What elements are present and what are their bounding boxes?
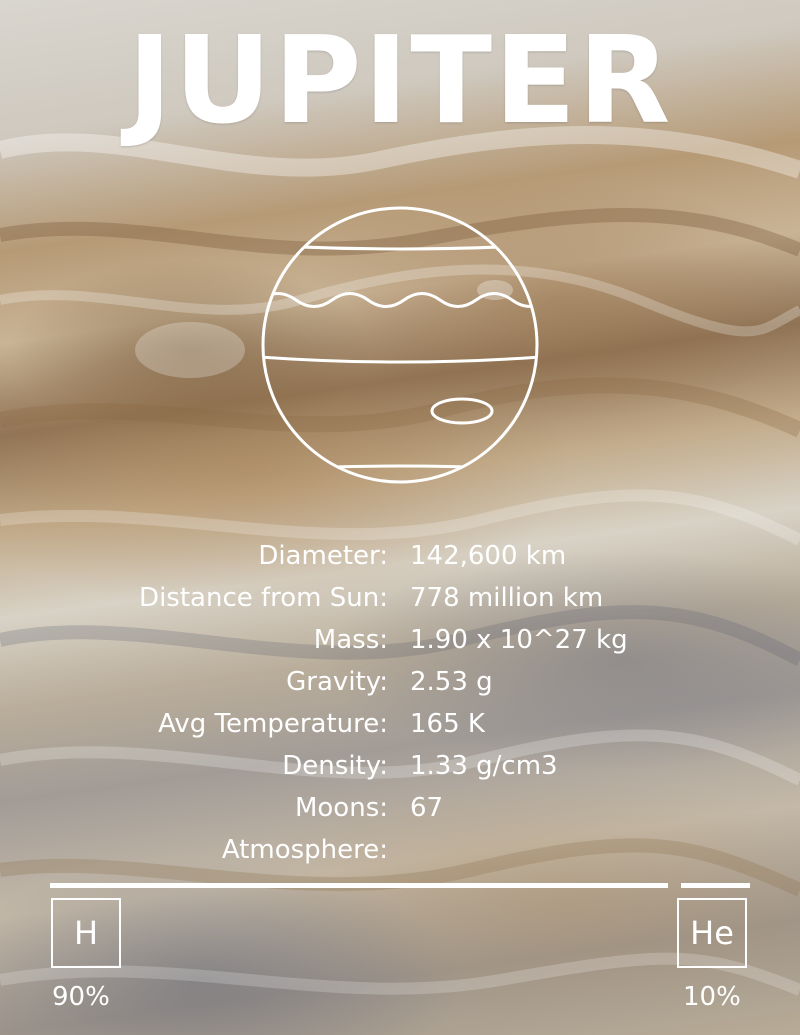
- fact-value: 1.90 x 10^27 kg: [410, 625, 628, 655]
- planet-title: JUPITER: [127, 12, 673, 151]
- fact-label: Moons:: [294, 793, 388, 823]
- helium-element-box: He: [677, 898, 747, 968]
- fact-label: Mass:: [313, 625, 388, 655]
- fact-row-temperature: Avg Temperature: 165 K: [0, 704, 800, 746]
- fact-row-diameter: Diameter: 142,600 km: [0, 536, 800, 578]
- fact-label: Diameter:: [258, 541, 388, 571]
- fact-label: Density:: [282, 751, 388, 781]
- fact-row-mass: Mass: 1.90 x 10^27 kg: [0, 620, 800, 662]
- fact-value: 165 K: [410, 709, 485, 739]
- fact-row-atmosphere: Atmosphere:: [0, 830, 800, 872]
- facts-list: Diameter: 142,600 km Distance from Sun: …: [0, 536, 800, 872]
- fact-label: Gravity:: [286, 667, 388, 697]
- fact-row-moons: Moons: 67: [0, 788, 800, 830]
- fact-row-gravity: Gravity: 2.53 g: [0, 662, 800, 704]
- fact-label: Atmosphere:: [221, 835, 388, 865]
- fact-value: 2.53 g: [410, 667, 493, 697]
- fact-row-distance: Distance from Sun: 778 million km: [0, 578, 800, 620]
- helium-percent: 10%: [683, 982, 741, 1012]
- fact-value: 142,600 km: [410, 541, 567, 571]
- helium-share-bar: [681, 883, 750, 888]
- hydrogen-percent: 90%: [52, 982, 110, 1012]
- fact-label: Avg Temperature:: [158, 709, 388, 739]
- hydrogen-share-bar: [50, 883, 668, 888]
- fact-row-density: Density: 1.33 g/cm3: [0, 746, 800, 788]
- jupiter-outline-icon: [261, 206, 539, 484]
- fact-value: 67: [410, 793, 444, 823]
- hydrogen-element-box: H: [51, 898, 121, 968]
- fact-label: Distance from Sun:: [139, 583, 388, 613]
- fact-value: 778 million km: [410, 583, 604, 613]
- fact-value: 1.33 g/cm3: [410, 751, 558, 781]
